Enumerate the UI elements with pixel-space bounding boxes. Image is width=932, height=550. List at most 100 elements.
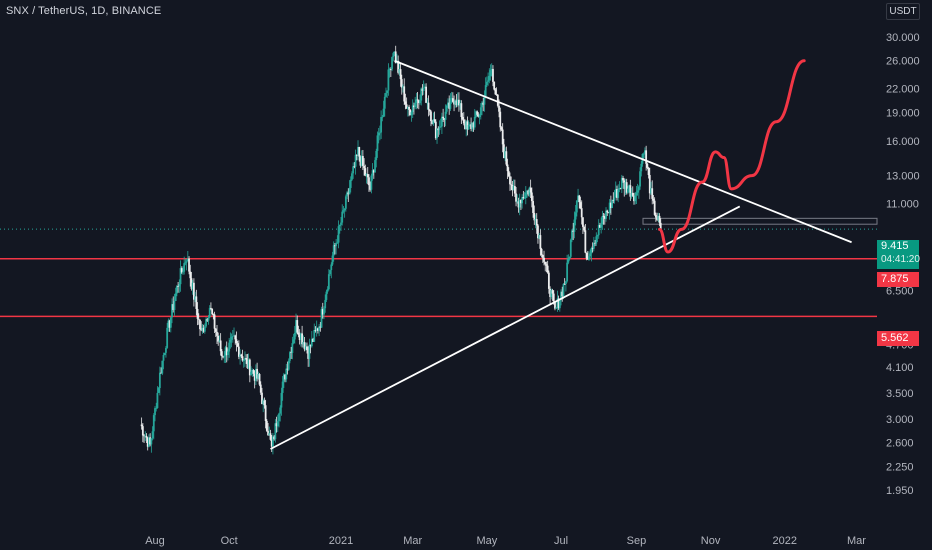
candle-body [370, 175, 373, 190]
candle-body [325, 291, 328, 300]
candle-body [434, 121, 437, 139]
y-tick-label: 1.950 [886, 485, 914, 497]
candle-body [634, 195, 637, 202]
candle-body [160, 372, 162, 374]
candle-body [165, 347, 167, 353]
candle-body [201, 327, 204, 331]
candle-body [456, 99, 459, 106]
candle-body [205, 319, 207, 327]
candle-body [566, 262, 569, 282]
candle-body [329, 270, 331, 275]
candle-body [490, 68, 493, 71]
candle-body [426, 102, 429, 104]
candle-body [286, 368, 289, 370]
candle-body [381, 116, 384, 118]
candle-body [162, 355, 165, 361]
candle-body [250, 371, 252, 376]
y-tick-label: 30.000 [886, 32, 920, 44]
candle-body [612, 200, 615, 201]
candle-body [591, 248, 594, 249]
candle-body [379, 132, 381, 134]
candle-body [275, 423, 278, 427]
currency-selector[interactable]: USDT [886, 3, 920, 20]
candle-body [526, 190, 528, 193]
candle-body [602, 215, 605, 217]
candle-body [163, 352, 166, 356]
candle-body [240, 354, 243, 357]
candle-body [563, 283, 566, 285]
candle-body [242, 360, 245, 361]
candle-body [597, 224, 600, 236]
candle-body [265, 420, 268, 431]
candle-body [211, 308, 214, 315]
candle-body [335, 242, 338, 247]
candle-body [584, 230, 587, 253]
candle-body [466, 121, 469, 130]
candle-body [479, 107, 482, 116]
candle-body [485, 81, 488, 86]
candle-body [156, 392, 159, 409]
candle-body [408, 106, 410, 110]
candle-body [144, 435, 147, 437]
candle-body [501, 129, 504, 145]
candle-body [595, 236, 598, 244]
candle-body [278, 413, 280, 422]
candle-body [272, 436, 274, 447]
candle-body [301, 333, 303, 345]
candle-body [509, 176, 511, 185]
candle-body [161, 360, 164, 374]
candle-body [594, 242, 596, 244]
candle-body [394, 51, 397, 64]
candle-body [273, 436, 276, 440]
candle-body [622, 177, 624, 181]
candle-body [158, 372, 161, 389]
candle-body [261, 392, 263, 405]
candle-body [419, 100, 421, 103]
candle-body [511, 184, 514, 191]
level-tag-upper: 7.875 [877, 272, 919, 287]
candle-body [146, 437, 149, 447]
candle-body [447, 102, 449, 106]
candle-body [183, 263, 186, 272]
candle-body [399, 69, 402, 80]
candle-body [454, 100, 457, 105]
candle-body [471, 122, 474, 129]
candle-body [462, 119, 465, 124]
candle-body [353, 166, 356, 168]
candle-body [420, 88, 423, 101]
candle-body [264, 405, 267, 421]
candle-body [444, 111, 447, 120]
candle-body [530, 192, 533, 202]
candle-body [589, 253, 592, 257]
candle-body [484, 85, 487, 97]
candle-body [145, 435, 148, 438]
candle-body [467, 124, 470, 130]
candle-body [230, 336, 233, 340]
candle-body [141, 426, 144, 436]
candle-body [506, 164, 509, 172]
candle-body [611, 200, 613, 209]
candle-body [308, 344, 311, 359]
candle-body [252, 370, 255, 374]
candle-body [354, 154, 357, 167]
candle-body [208, 307, 211, 318]
candle-body [184, 262, 187, 264]
candle-body [338, 224, 341, 227]
candle-body [518, 199, 521, 208]
candle-body [274, 423, 277, 440]
candle-body [416, 99, 419, 101]
candle-body [200, 329, 203, 331]
y-tick-label: 3.000 [886, 414, 914, 426]
candle-body [297, 332, 300, 335]
y-tick-label: 3.500 [886, 388, 914, 400]
candle-body [172, 304, 175, 310]
candle-body [227, 351, 229, 355]
candle-body [236, 343, 239, 347]
candle-body [640, 163, 643, 172]
candle-body [314, 330, 317, 331]
candle-body [188, 258, 190, 272]
candle-body [606, 210, 609, 213]
candle-body [246, 359, 249, 369]
candle-body [171, 304, 173, 318]
